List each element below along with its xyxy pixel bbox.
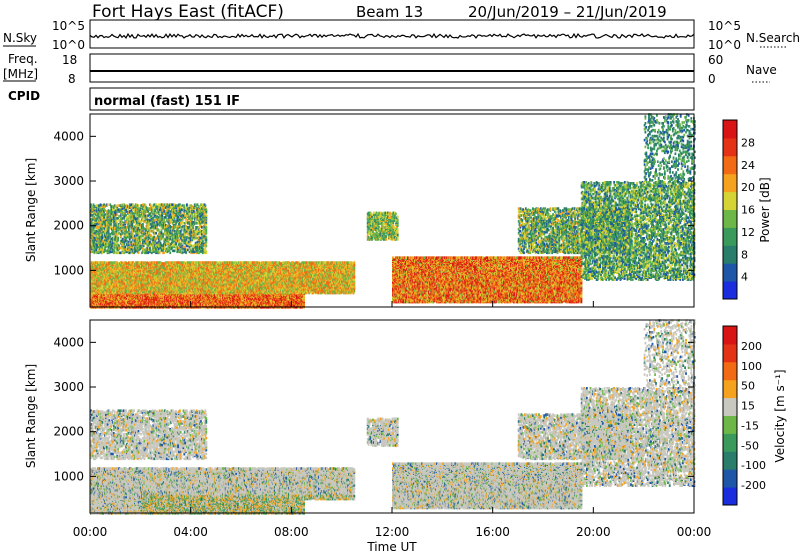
cpid-label: CPID bbox=[8, 89, 40, 103]
cpid-text: normal (fast) 151 IF bbox=[94, 94, 240, 109]
nsky-tick-top: 10^5 bbox=[52, 19, 85, 33]
nsky-tick-bottom: 10^0 bbox=[52, 38, 85, 52]
nsearch-label: N.Search bbox=[746, 31, 800, 45]
nave-label: Nave bbox=[746, 63, 777, 77]
nsearch-tick-top: 10^5 bbox=[708, 19, 741, 33]
nsky-line bbox=[90, 34, 694, 38]
freq-label-1: Freq. bbox=[8, 52, 38, 66]
nsky-panel: N.Sky 10^5 10^0 10^5 10^0 N.Search bbox=[3, 19, 800, 52]
nsearch-tick-bottom: 10^0 bbox=[708, 38, 741, 52]
station-title: Fort Hays East (fitACF) bbox=[92, 2, 284, 22]
freq-panel: Freq. [MHz] 18 8 60 0 Nave bbox=[3, 52, 777, 86]
nsky-label: N.Sky bbox=[3, 31, 37, 45]
nave-tick-bottom: 0 bbox=[708, 72, 716, 86]
nsky-trace bbox=[90, 34, 694, 38]
freq-tick-bottom: 8 bbox=[68, 72, 76, 86]
date-range: 20/Jun/2019 – 21/Jun/2019 bbox=[468, 3, 667, 21]
nave-tick-top: 60 bbox=[708, 53, 723, 67]
freq-tick-top: 18 bbox=[62, 53, 77, 67]
power-scatter-cells bbox=[90, 113, 696, 308]
freq-label-2: [MHz] bbox=[3, 67, 38, 81]
beam-label: Beam 13 bbox=[356, 3, 423, 21]
